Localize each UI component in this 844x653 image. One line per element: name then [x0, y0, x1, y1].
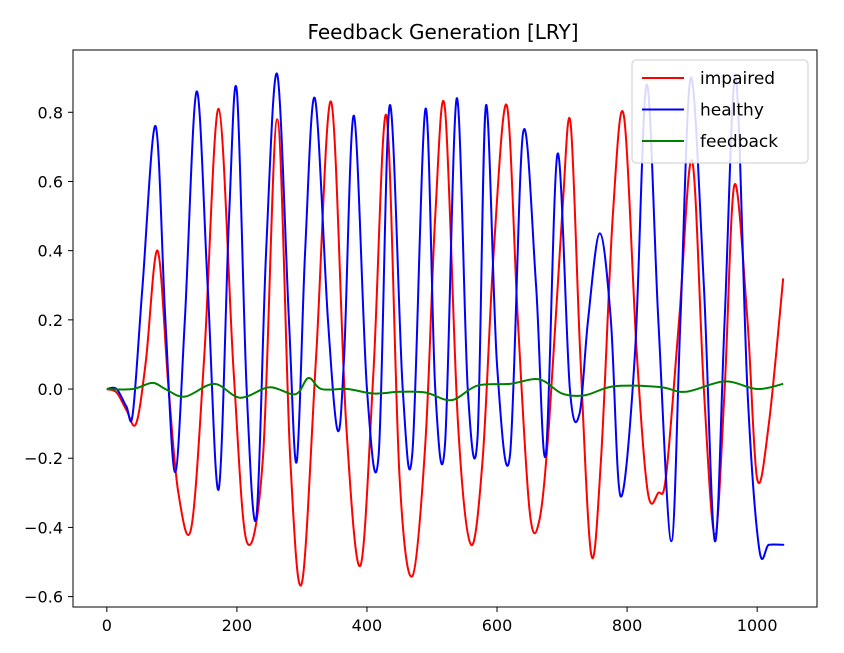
x-tick-label: 800 — [612, 616, 643, 635]
legend-label-feedback: feedback — [700, 132, 778, 152]
legend-label-impaired: impaired — [700, 69, 775, 89]
y-tick-label: 0.8 — [38, 103, 63, 122]
series-line-impaired — [106, 99, 785, 587]
legend-label-healthy: healthy — [700, 101, 764, 121]
legend-items: impaired healthy feedback — [642, 69, 778, 152]
x-tick-label: 1000 — [737, 616, 778, 635]
chart-title: Feedback Generation [LRY] — [307, 20, 578, 44]
x-tick-label: 0 — [102, 616, 112, 635]
legend-frame — [631, 59, 809, 164]
series-layer — [106, 72, 785, 587]
x-tick-label: 600 — [482, 616, 513, 635]
x-tick-label: 200 — [222, 616, 253, 635]
y-tick-label: 0.6 — [38, 172, 63, 191]
series-line-healthy — [106, 72, 785, 560]
x-axis: 0 200 400 600 800 1000 — [102, 607, 778, 635]
y-tick-label: 0.4 — [38, 242, 63, 261]
legend: impaired healthy feedback — [631, 59, 809, 164]
y-tick-label: −0.6 — [24, 588, 63, 607]
series-line-feedback — [106, 376, 784, 402]
x-tick-label: 400 — [352, 616, 383, 635]
y-tick-label: −0.2 — [24, 449, 63, 468]
y-tick-label: 0.0 — [38, 380, 63, 399]
y-tick-label: −0.4 — [24, 518, 63, 537]
y-tick-label: 0.2 — [38, 311, 63, 330]
y-axis: −0.6 −0.4 −0.2 0.0 0.2 0.4 0.6 0.8 — [24, 103, 73, 607]
